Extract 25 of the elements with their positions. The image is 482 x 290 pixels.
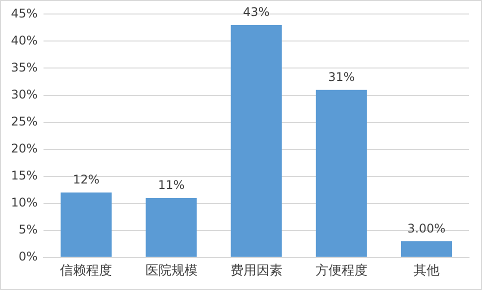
y-tick-label: 25% [11, 114, 38, 128]
y-tick-label: 15% [11, 168, 38, 182]
x-tick-label: 医院规模 [145, 264, 198, 279]
data-label: 3.00% [407, 221, 446, 236]
data-label: 43% [243, 5, 270, 20]
data-label: 12% [72, 172, 100, 187]
y-tick-label: 5% [18, 222, 38, 237]
bar [316, 90, 367, 257]
x-tick-label: 费用因素 [230, 264, 282, 279]
y-tick-label: 0% [18, 250, 38, 264]
y-tick-label: 45% [11, 6, 38, 20]
x-tick-label: 其他 [413, 264, 440, 279]
y-tick-label: 10% [11, 195, 38, 210]
data-label: 11% [158, 178, 185, 192]
bar [230, 25, 282, 257]
bar [400, 241, 452, 257]
y-tick-label: 40% [11, 33, 38, 48]
y-tick-label: 35% [11, 60, 38, 74]
y-tick-label: 20% [11, 141, 38, 156]
bar [146, 198, 197, 257]
bar [60, 192, 112, 257]
x-tick-label: 信赖程度 [60, 262, 112, 279]
y-tick-label: 30% [11, 87, 38, 102]
data-label: 31% [328, 70, 355, 84]
x-tick-label: 方便程度 [315, 262, 368, 279]
